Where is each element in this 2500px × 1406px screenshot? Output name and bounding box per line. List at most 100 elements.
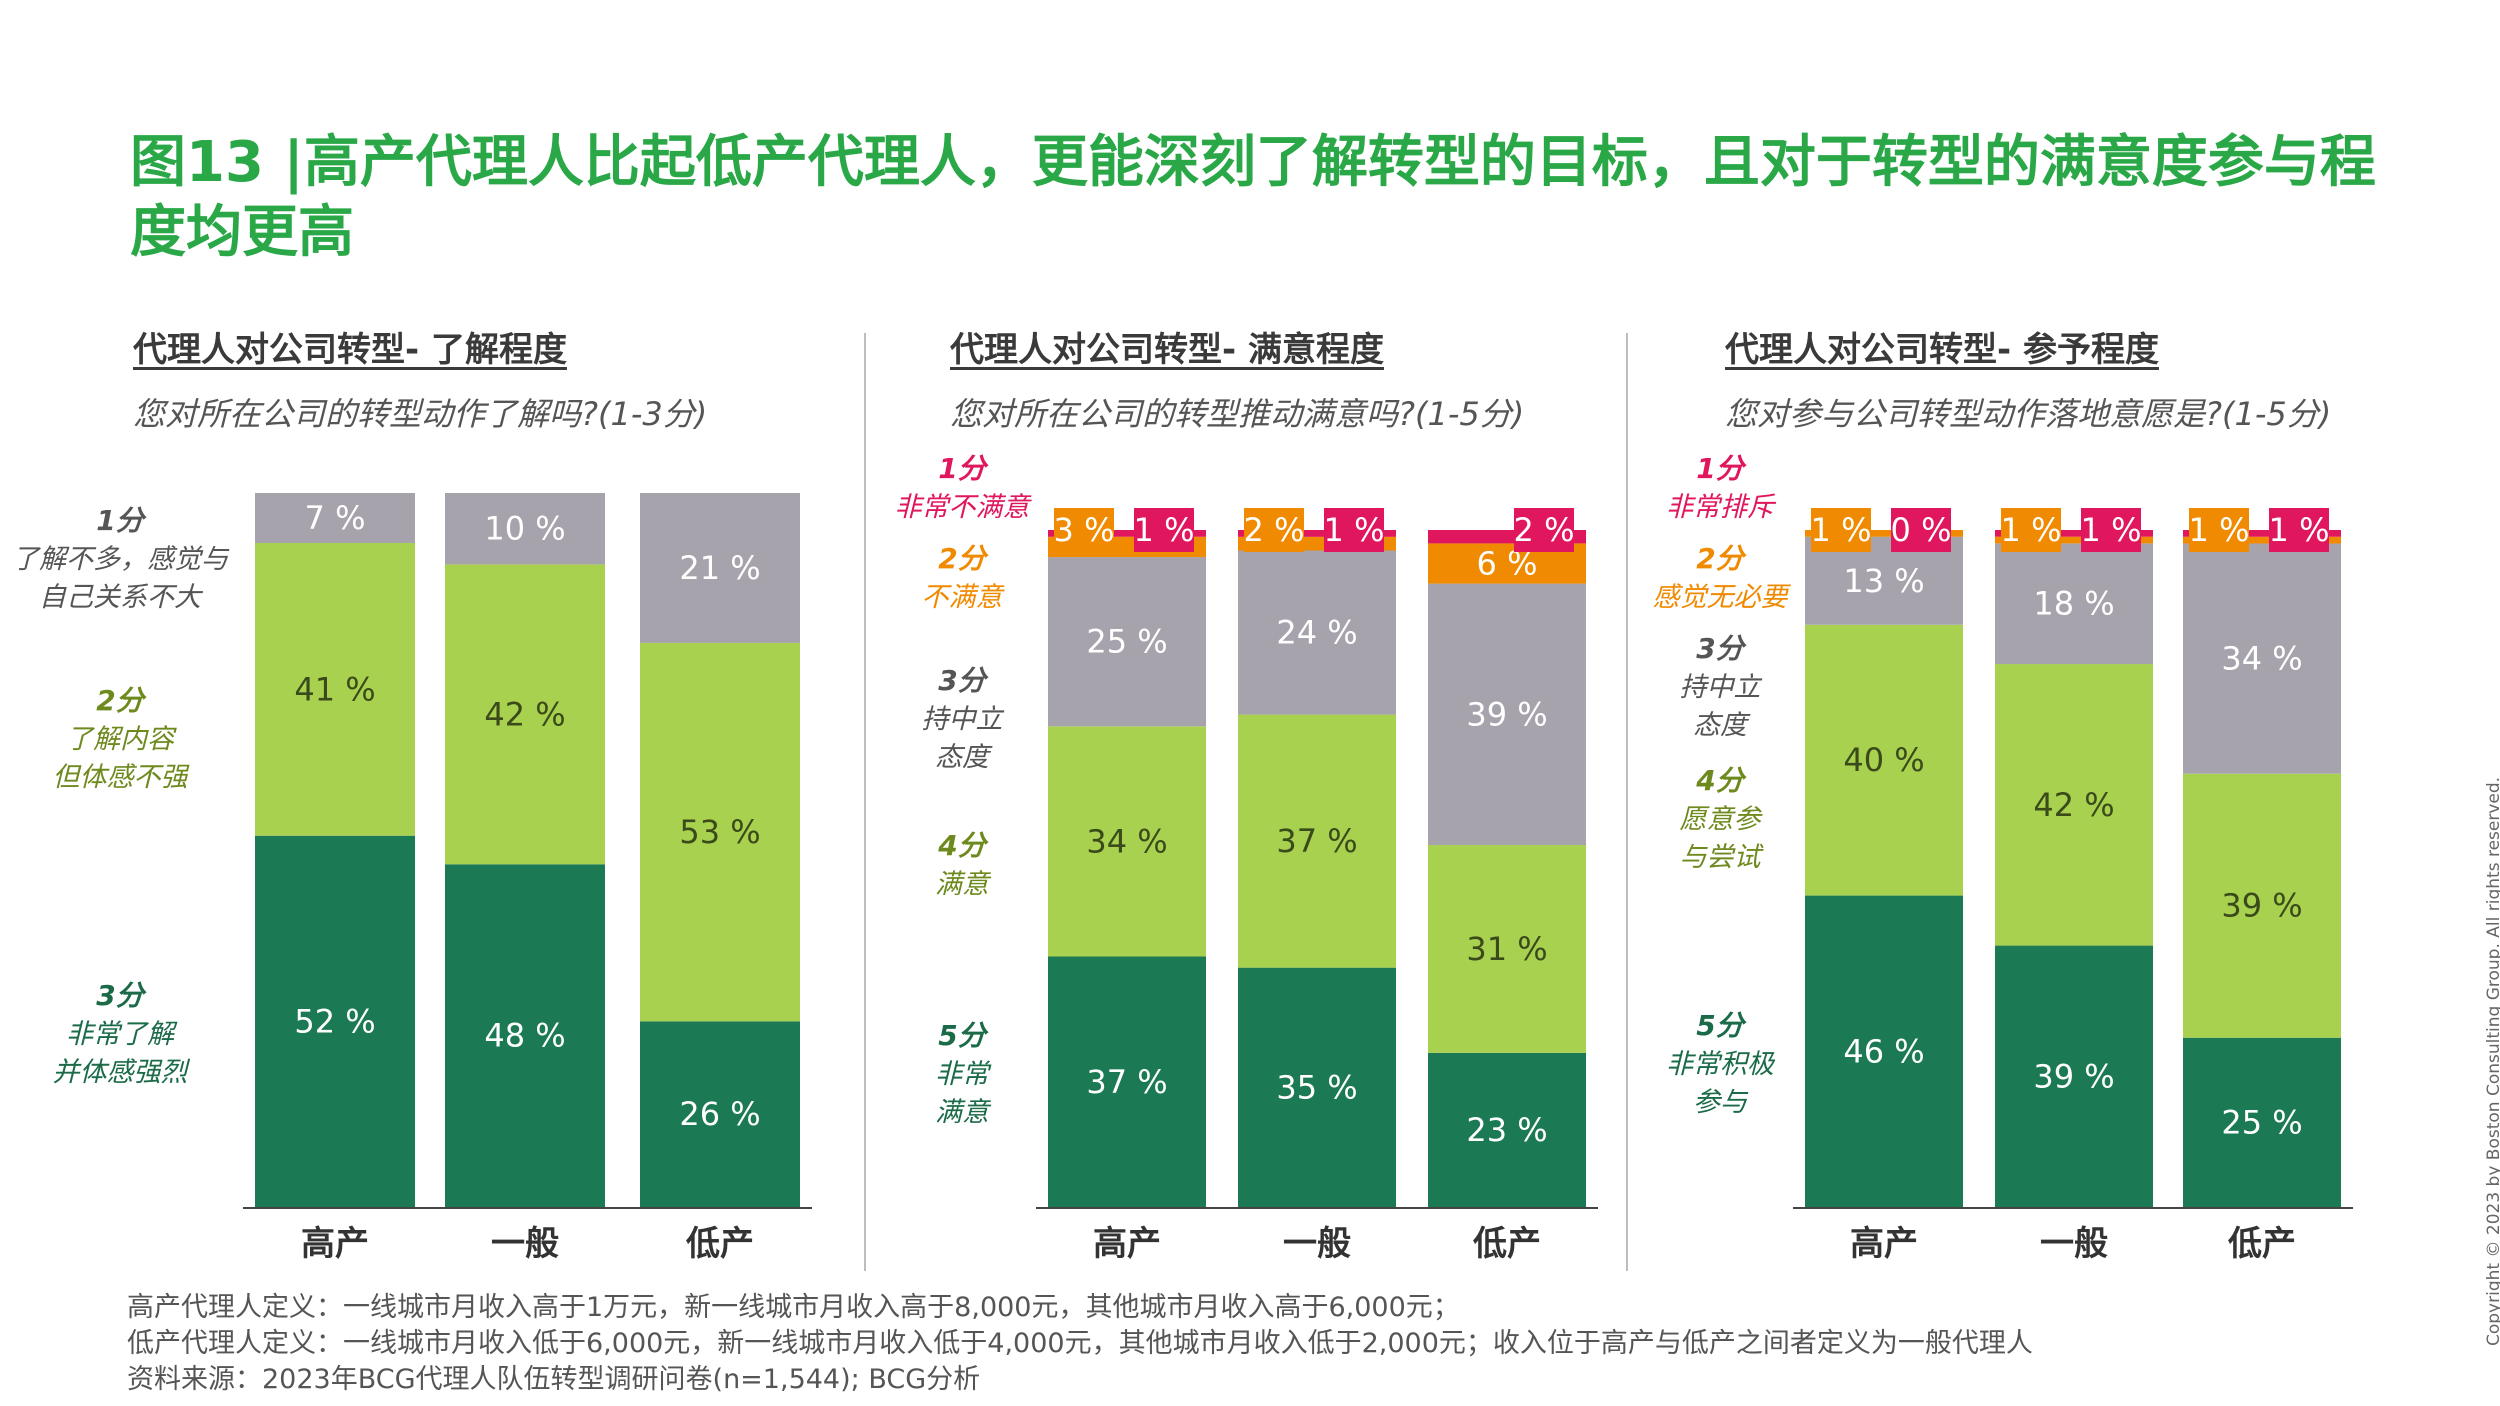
footnote-high-definition: 高产代理人定义：一线城市月收入高于1万元，新一线城市月收入高于8,000元，其他… [127, 1292, 1460, 1323]
bar-segment-s3 [1238, 550, 1396, 715]
legend-score: 4分 [1695, 764, 1746, 797]
bar-segment-s2 [1805, 530, 1963, 537]
small-value-box-s2 [1054, 508, 1114, 552]
bar-segment-s3 [2183, 543, 2341, 774]
bar-segment-s2 [2183, 536, 2341, 544]
legend-score: 4分 [937, 829, 988, 862]
bar-segment-s5 [1428, 1052, 1586, 1207]
panel-header-satisfaction: 代理人对公司转型- 满意程度 您对所在公司的转型推动满意吗?(1-5分) [950, 322, 1524, 435]
panel-divider [1626, 333, 1628, 1271]
legend-score: 3分 [938, 664, 988, 697]
small-value-box-s2 [1244, 508, 1304, 552]
data-label: 26 % [679, 1095, 760, 1133]
legend-description: 了解内容 [66, 724, 177, 755]
data-label: 10 % [484, 510, 565, 548]
small-value-box-s1 [1134, 508, 1194, 552]
data-label: 35 % [1276, 1068, 1357, 1106]
legend-score: 2分 [1696, 542, 1746, 575]
legend-score: 5分 [1696, 1009, 1746, 1042]
bar-segment-s1 [445, 493, 605, 565]
data-label: 1 % [1134, 511, 1195, 549]
data-label: 48 % [484, 1017, 565, 1055]
bar-segment-s1 [1048, 530, 1206, 537]
legend-description: 并体感强烈 [53, 1057, 191, 1088]
data-label: 25 % [2221, 1103, 2302, 1141]
small-value-box-s1 [1324, 508, 1384, 552]
panel-title-understanding: 代理人对公司转型- 了解程度 [133, 330, 567, 370]
category-label: 低产 [2228, 1224, 2296, 1264]
legend-description: 自己关系不大 [39, 582, 204, 613]
data-label: 1 % [1324, 511, 1385, 549]
legend-score: 1分 [1696, 452, 1746, 485]
legend-score: 1分 [96, 504, 146, 537]
footnotes: 高产代理人定义：一线城市月收入高于1万元，新一线城市月收入高于8,000元，其他… [127, 1290, 2033, 1398]
bar-segment-s1 [255, 493, 415, 543]
bar-segment-s2 [1995, 536, 2153, 544]
copyright-notice: Copyright © 2023 by Boston Consulting Gr… [2484, 776, 2500, 1346]
legend-description: 感觉无必要 [1653, 582, 1792, 613]
bar-segment-s4 [2183, 773, 2341, 1038]
data-label: 1 % [2081, 511, 2142, 549]
legend-description: 与尝试 [1680, 842, 1765, 873]
category-label: 低产 [1473, 1224, 1541, 1264]
small-value-box-s1 [2081, 508, 2141, 552]
panel-question-participation: 您对参与公司转型动作落地意愿是?(1-5分) [1725, 395, 2332, 433]
data-label: 39 % [2033, 1057, 2114, 1095]
data-label: 37 % [1086, 1063, 1167, 1101]
legend-description: 态度 [1693, 710, 1751, 741]
legend-description: 满意 [935, 869, 992, 900]
bar-segment-s1 [2183, 530, 2341, 537]
data-label: 34 % [2221, 640, 2302, 678]
category-label: 高产 [301, 1224, 369, 1264]
bar-segment-s5 [1995, 945, 2153, 1207]
bar-segment-s4 [1428, 845, 1586, 1053]
bar-segment-s4 [1048, 726, 1206, 957]
legend-description: 非常不满意 [895, 492, 1033, 523]
data-label: 40 % [1843, 741, 1924, 779]
category-label: 高产 [1850, 1224, 1918, 1264]
legend-score: 3分 [1696, 632, 1746, 665]
data-label: 52 % [294, 1002, 375, 1040]
bar-segment-s1 [1995, 530, 2153, 537]
small-value-box-s1 [1514, 508, 1574, 552]
bar-segment-s3 [640, 1021, 800, 1207]
footnote-source: 资料来源：2023年BCG代理人队伍转型调研问卷(n=1,544); BCG分析 [127, 1364, 981, 1395]
bar-segment-s2 [640, 642, 800, 1022]
legend-description: 不满意 [922, 582, 1006, 613]
data-label: 42 % [2033, 786, 2114, 824]
legend-description: 持中立 [922, 704, 1005, 735]
data-label: 1 % [2001, 511, 2062, 549]
data-label: 24 % [1276, 614, 1357, 652]
data-label: 1 % [2269, 511, 2330, 549]
bar-segment-s5 [1238, 967, 1396, 1207]
chart-panel-1: 37 % 34 % 25 % 3 % 1 % 高产 35 % 37 % 24 % 2 % 1 % 一般… [895, 452, 1598, 1264]
bar-segment-s3 [1048, 557, 1206, 727]
bar-segment-s5 [1048, 956, 1206, 1207]
data-label: 31 % [1466, 930, 1547, 968]
category-label: 一般 [491, 1224, 559, 1264]
data-label: 34 % [1086, 822, 1167, 860]
category-label: 一般 [1283, 1224, 1351, 1264]
chart-panel-2: 46 % 40 % 13 % 1 % 0 % 高产 39 % 42 % 18 % 1 % 1 % 一般… [1653, 452, 2353, 1264]
small-value-box-s2 [2189, 508, 2249, 552]
legend-score: 2分 [938, 542, 988, 575]
bar-segment-s3 [1995, 543, 2153, 665]
bar-segment-s5 [1805, 895, 1963, 1207]
bar-segment-s5 [2183, 1037, 2341, 1207]
footnote-low-definition: 低产代理人定义：一线城市月收入低于6,000元，新一线城市月收入低于4,000元… [127, 1328, 2033, 1359]
category-label: 一般 [2040, 1224, 2108, 1264]
bar-segment-s2 [255, 542, 415, 836]
data-label: 42 % [484, 695, 565, 733]
bar-segment-s4 [1805, 624, 1963, 896]
data-label: 18 % [2033, 585, 2114, 623]
chart-panel-0: 52 % 41 % 7 % 高产 48 % 42 % 10 % 一般 26 % 53 % 21 % 低… [12, 493, 812, 1264]
data-label: 1 % [2189, 511, 2250, 549]
category-label: 高产 [1093, 1224, 1161, 1264]
legend-description: 态度 [935, 742, 993, 773]
data-label: 23 % [1466, 1111, 1547, 1149]
bar-segment-s2 [445, 564, 605, 865]
legend-description: 了解不多，感觉与 [12, 544, 230, 575]
legend-score: 3分 [96, 979, 146, 1012]
data-label: 21 % [679, 549, 760, 587]
